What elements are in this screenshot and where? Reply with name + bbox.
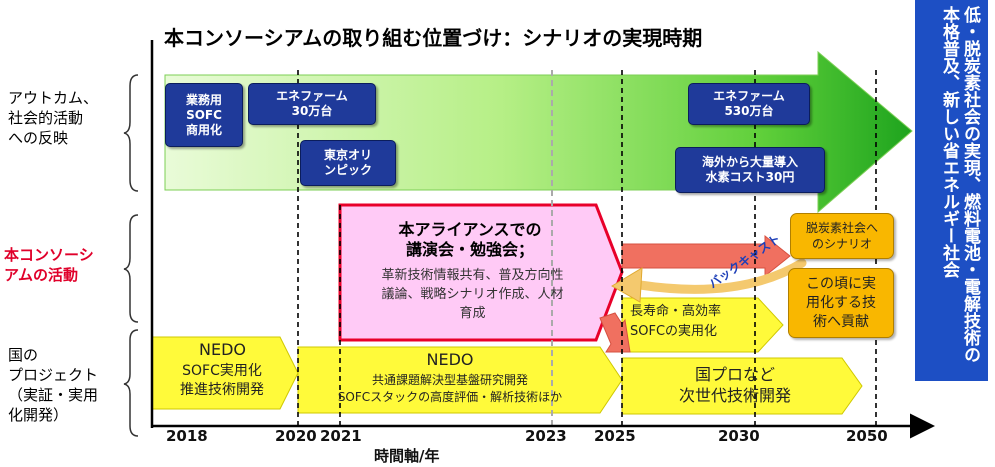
enefarm-300k-box: エネファーム 30万台	[248, 83, 376, 125]
nedo2-line2: SOFCスタックの高度評価・解析技術ほか	[337, 390, 563, 404]
arrow-icon	[621, 234, 791, 278]
nedo1-title: NEDO	[199, 340, 246, 359]
hydrogen-import-box: 海外から大量導入 水素コスト30円	[675, 147, 825, 193]
nedo2-shape	[297, 346, 623, 414]
right-banner: 低・脱炭素社会の実現、燃料電池・電解技術の本格普及、新しい省エネルギー社会	[915, 0, 988, 381]
tick-2020: 2020	[275, 427, 317, 445]
sofc-business-box: 業務用 SOFC 商用化	[165, 83, 243, 147]
tick-2023: 2023	[525, 427, 567, 445]
row-label-consortium: 本コンソーシ アムの活動	[4, 246, 94, 284]
tick-2030: 2030	[718, 427, 760, 445]
backcast-arrow	[635, 258, 807, 294]
nedo2-line1: 共通課題解決型基盤研究開発	[371, 373, 528, 387]
nedo1-body: SOFC実用化 推進技術開発	[180, 363, 264, 398]
row-label-outcome: アウトカム、 社会的活動 への反映	[8, 89, 99, 147]
brace-icon	[123, 74, 139, 192]
tick-2025: 2025	[594, 427, 636, 445]
alliance-body: 革新技術情報共有、普及方向性 議論、戦略シナリオ作成、人材 育成	[381, 268, 564, 321]
tick-2021: 2021	[320, 427, 362, 445]
row-label-national: 国の プロジェクト （実証・実用 化開発）	[8, 346, 99, 424]
x-axis-label: 時間軸/年	[374, 447, 440, 465]
brace-icon	[123, 214, 139, 323]
arrow-icon	[611, 267, 643, 303]
contribute-box: この頃に実 用化する技 術へ貢献	[788, 268, 894, 338]
long-life-text: 長寿命・高効率 SOFCの実用化	[630, 304, 722, 339]
next-gen-text: 国プロなど 次世代技術開発	[678, 365, 791, 405]
nedo2-title: NEDO	[426, 350, 474, 369]
decarbon-scenario-box: 脱炭素社会へ のシナリオ	[790, 213, 894, 259]
tokyo-olympics-box: 東京オリ ンピック	[300, 140, 396, 186]
alliance-heading: 本アライアンスでの 講演会・勉強会；	[398, 220, 542, 259]
tick-2050: 2050	[846, 427, 888, 445]
brace-icon	[123, 329, 139, 437]
tick-2018: 2018	[166, 427, 208, 445]
enefarm-5300k-box: エネファーム 530万台	[688, 83, 810, 125]
page-title: 本コンソーシアムの取り組む位置づけ：シナリオの実現時期	[164, 26, 703, 50]
